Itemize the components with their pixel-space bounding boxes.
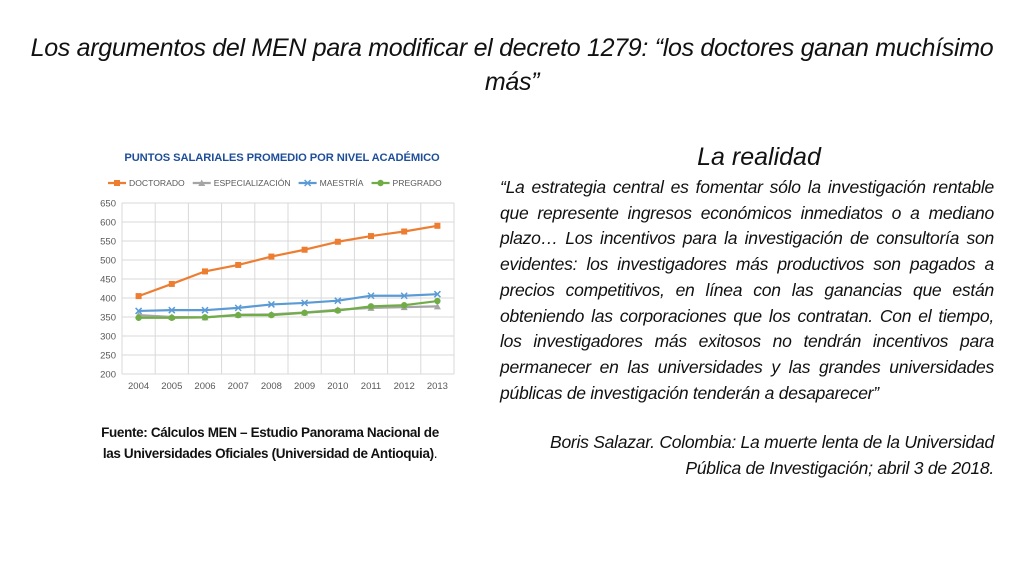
- data-point: [301, 309, 308, 317]
- data-point: [367, 303, 375, 310]
- series-line: [138, 299, 438, 319]
- data-point: [135, 314, 142, 321]
- legend-item: DOCTORADO: [108, 178, 185, 188]
- y-tick-label: 200: [100, 370, 116, 381]
- slide-title: Los argumentos del MEN para modificar el…: [30, 34, 994, 96]
- series-line: [138, 224, 438, 298]
- chart-legend: DOCTORADO ESPECIALIZACIÓN MAESTRÍA PREGRADO: [108, 178, 442, 188]
- x-tick-label: 2006: [194, 381, 215, 392]
- chart-svg: PUNTOS SALARIALES PROMEDIO POR NIVEL ACA…: [100, 151, 455, 392]
- x-tick-label: 2009: [294, 381, 315, 392]
- data-point: [268, 311, 275, 319]
- data-point: [400, 292, 408, 300]
- chart-series: [135, 222, 441, 321]
- legend-label: DOCTORADO: [129, 178, 185, 188]
- data-point: [401, 302, 408, 309]
- data-point: [168, 306, 176, 314]
- data-point: [334, 238, 341, 245]
- data-point: [434, 222, 441, 229]
- legend-item: MAESTRÍA: [298, 178, 364, 188]
- data-point: [235, 261, 242, 268]
- legend-item: PREGRADO: [371, 178, 442, 188]
- y-tick-label: 400: [100, 294, 116, 305]
- y-axis-ticks: 650 600 550 500 450 400 350 300 250 200: [100, 199, 116, 381]
- legend-label: PREGRADO: [393, 178, 442, 188]
- caption-end: .: [433, 446, 438, 461]
- x-tick-label: 2008: [261, 381, 282, 392]
- x-tick-label: 2011: [361, 381, 381, 392]
- salary-points-chart: PUNTOS SALARIALES PROMEDIO POR NIVEL ACA…: [92, 137, 462, 407]
- y-tick-label: 500: [100, 256, 116, 267]
- y-tick-label: 350: [100, 313, 116, 324]
- reality-quote: “La estrategia central es fomentar sólo …: [500, 177, 994, 403]
- data-point: [268, 253, 275, 260]
- x-tick-label: 2007: [228, 381, 249, 392]
- data-point: [234, 304, 242, 312]
- data-point: [334, 307, 341, 314]
- reality-heading: La realidad: [697, 143, 821, 171]
- data-point: [267, 300, 275, 308]
- data-point: [401, 228, 408, 235]
- chart-source-caption: Fuente: Cálculos MEN – Estudio Panorama …: [92, 422, 448, 464]
- data-point: [434, 297, 441, 305]
- series-line: [138, 293, 438, 313]
- data-point: [201, 306, 209, 314]
- data-point: [301, 246, 308, 253]
- y-tick-label: 250: [100, 351, 116, 362]
- y-tick-label: 550: [100, 237, 116, 248]
- x-tick-label: 2005: [161, 381, 182, 392]
- legend-swatch-marker: [198, 179, 206, 186]
- series-pregrado: [135, 297, 441, 321]
- legend-swatch-marker: [114, 180, 120, 186]
- y-tick-label: 600: [100, 218, 116, 229]
- reality-section: La realidad “La estrategia central es fo…: [500, 141, 994, 482]
- series-maestría: [135, 290, 441, 315]
- y-tick-label: 650: [100, 199, 116, 210]
- data-point: [367, 292, 375, 300]
- x-tick-label: 2013: [427, 381, 448, 392]
- legend-swatch-marker: [377, 179, 384, 187]
- legend-label: ESPECIALIZACIÓN: [214, 178, 291, 188]
- data-point: [168, 280, 175, 287]
- series-doctorado: [135, 222, 441, 300]
- data-point: [433, 302, 441, 310]
- data-point: [433, 290, 441, 298]
- data-point: [202, 268, 208, 275]
- data-point: [301, 299, 309, 307]
- x-tick-label: 2012: [394, 381, 415, 392]
- data-point: [168, 314, 175, 321]
- data-point: [334, 297, 342, 305]
- x-axis-ticks: 2004 2005 2006 2007 2008 2009 2010 2011 2012 2013: [128, 381, 448, 392]
- legend-item: ESPECIALIZACIÓN: [192, 178, 291, 188]
- legend-swatch-marker: [304, 179, 312, 187]
- data-point: [135, 307, 143, 315]
- y-tick-label: 300: [100, 332, 116, 343]
- data-point: [135, 293, 142, 300]
- chart-title: PUNTOS SALARIALES PROMEDIO POR NIVEL ACA…: [124, 151, 440, 164]
- x-tick-label: 2004: [128, 381, 149, 392]
- x-tick-label: 2010: [327, 381, 348, 392]
- data-point: [201, 314, 209, 321]
- data-point: [235, 311, 242, 319]
- y-tick-label: 450: [100, 275, 116, 286]
- caption-text: Fuente: Cálculos MEN – Estudio Panorama …: [101, 425, 439, 461]
- legend-label: MAESTRÍA: [320, 178, 364, 188]
- reality-citation: Boris Salazar. Colombia: La muerte lenta…: [550, 432, 994, 479]
- chart-grid: [121, 202, 455, 375]
- data-point: [368, 233, 374, 240]
